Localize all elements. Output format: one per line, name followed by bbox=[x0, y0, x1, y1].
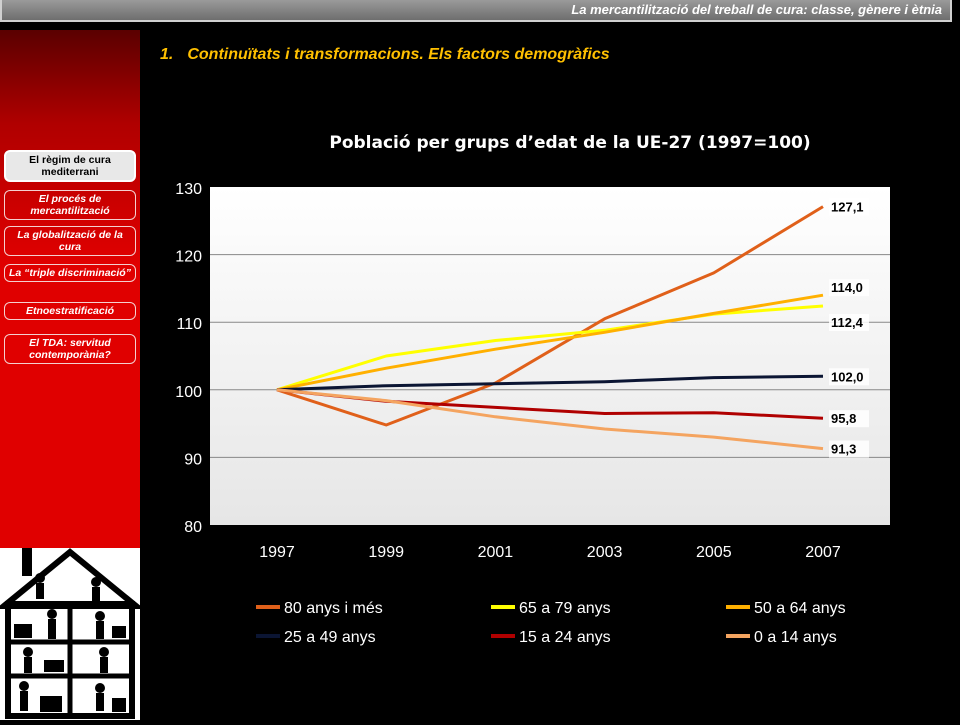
series-line bbox=[276, 388, 824, 451]
data-label-bg bbox=[829, 410, 869, 428]
sidebar-item-regim[interactable]: El règim de cura mediterrani bbox=[4, 150, 136, 182]
series-line bbox=[276, 374, 824, 392]
x-tick-label: 1999 bbox=[368, 544, 404, 561]
plot-area bbox=[210, 187, 890, 525]
y-tick-label: 100 bbox=[175, 384, 202, 401]
section-title: Continuïtats i transformacions. Els fact… bbox=[187, 46, 610, 63]
data-label-bg bbox=[829, 368, 869, 386]
line-chart: 80 90 100 110 120 130 1997 1999 2001 2003 2005 200… bbox=[175, 181, 890, 646]
data-label: 102,0 bbox=[831, 369, 864, 384]
sidebar-item-etnoestratificacio[interactable]: Etnoestratificació bbox=[4, 302, 136, 320]
series-line bbox=[276, 304, 824, 392]
sidebar-item-globalitzacio[interactable]: La globalització de la cura bbox=[4, 226, 136, 256]
data-label: 95,8 bbox=[831, 411, 856, 426]
legend-label: 25 a 49 anys bbox=[284, 629, 376, 646]
legend-label: 15 a 24 anys bbox=[519, 629, 611, 646]
legend-label: 0 a 14 anys bbox=[754, 629, 837, 646]
x-tick-label: 2003 bbox=[587, 544, 623, 561]
data-label-bg bbox=[829, 313, 869, 331]
x-tick-label: 2005 bbox=[696, 544, 732, 561]
legend-label: 80 anys i més bbox=[284, 600, 383, 617]
section-number: 1. bbox=[160, 46, 174, 63]
data-label: 91,3 bbox=[831, 442, 856, 457]
series-line bbox=[276, 293, 824, 392]
section-heading: 1. Continuïtats i transformacions. Els fa… bbox=[160, 46, 610, 64]
data-label: 112,4 bbox=[831, 315, 864, 330]
sidebar-item-mercantilitzacio[interactable]: El procés de mercantilització bbox=[4, 190, 136, 220]
x-tick-label: 2001 bbox=[478, 544, 514, 561]
y-tick-label: 80 bbox=[184, 519, 202, 536]
x-tick-label: 2007 bbox=[805, 544, 841, 561]
y-tick-label: 90 bbox=[184, 451, 202, 468]
legend-label: 50 a 64 anys bbox=[754, 600, 846, 617]
y-tick-label: 120 bbox=[175, 249, 202, 266]
y-tick-label: 130 bbox=[175, 181, 202, 198]
y-tick-label: 110 bbox=[176, 316, 202, 333]
x-tick-label: 1997 bbox=[259, 544, 295, 561]
legend-label: 65 a 79 anys bbox=[519, 600, 611, 617]
house-illustration-svg bbox=[0, 548, 145, 719]
data-label: 114,0 bbox=[831, 280, 863, 295]
house-cutaway-illustration bbox=[0, 548, 145, 720]
data-label-bg bbox=[829, 440, 869, 458]
sidebar-item-triple-discriminacio[interactable]: La “triple discriminació” bbox=[4, 264, 136, 282]
data-label-bg bbox=[829, 198, 869, 216]
presentation-title: La mercantilització del treball de cura:… bbox=[571, 2, 942, 17]
data-label-bg bbox=[829, 279, 869, 297]
sidebar-item-tda[interactable]: El TDA: servitud contemporània? bbox=[4, 334, 136, 364]
series-line bbox=[276, 205, 824, 427]
sidebar: El règim de cura mediterrani El procés d… bbox=[0, 30, 140, 550]
chart-title: Població per grups d’edat de la UE-27 (1… bbox=[329, 133, 811, 153]
top-title-bar: La mercantilització del treball de cura:… bbox=[0, 0, 952, 22]
data-label: 127,1 bbox=[831, 200, 864, 215]
